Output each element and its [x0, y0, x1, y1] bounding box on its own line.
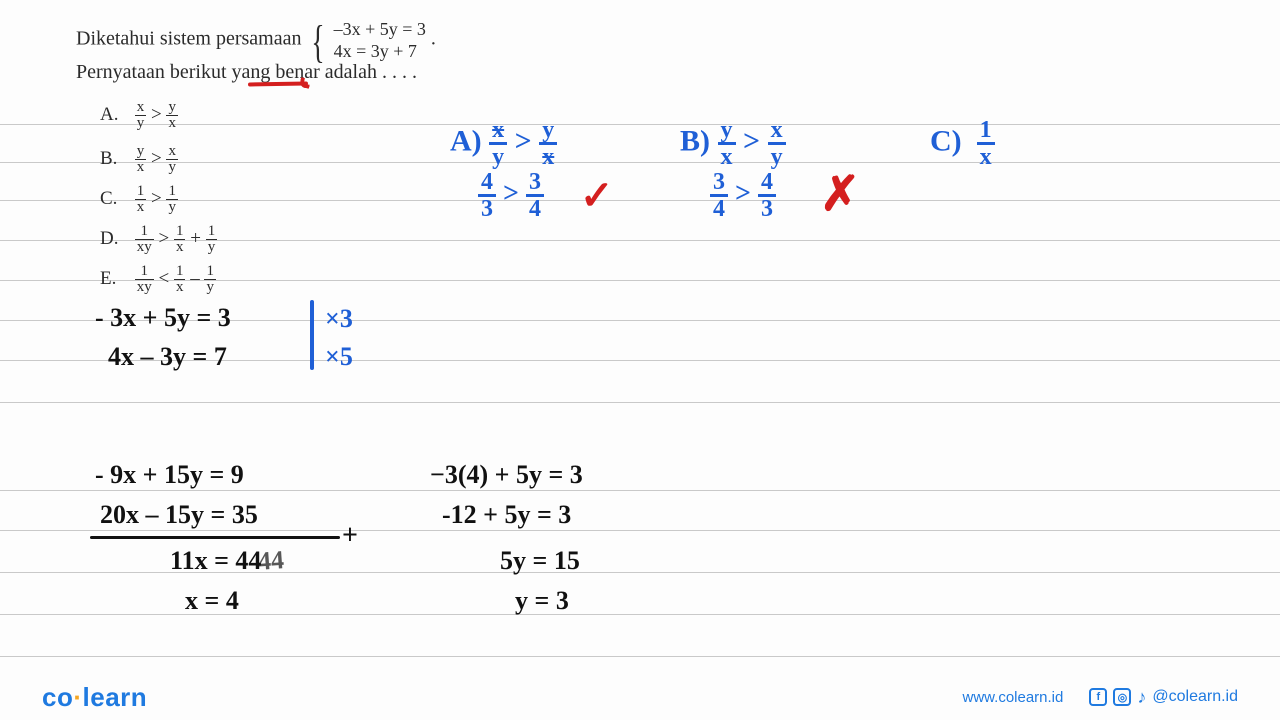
- problem-intro: Diketahui sistem persamaan { –3x + 5y = …: [76, 18, 436, 62]
- rule-line: [0, 402, 1280, 403]
- hw-sub1: −3(4) + 5y = 3: [430, 462, 583, 488]
- option-c: C. 1x > 1y: [100, 184, 178, 215]
- system-equations: –3x + 5y = 3 4x = 3y + 7: [334, 18, 426, 62]
- hw-sumx: 11x = 44: [170, 548, 261, 574]
- hw-solx: x = 4: [185, 588, 239, 614]
- option-e: E. 1xy < 1x – 1y: [100, 264, 216, 295]
- hw-check-c: C) 1x: [930, 118, 995, 169]
- hw-sys1: - 3x + 5y = 3: [95, 305, 231, 331]
- option-b: B. yx > xy: [100, 144, 178, 175]
- footer-social: f ◎ ♪ @colearn.id: [1089, 687, 1238, 708]
- rule-line: [0, 530, 1280, 531]
- hw-exp2: 20x – 15y = 35: [100, 502, 258, 528]
- intro-text: Diketahui sistem persamaan: [76, 28, 302, 50]
- tiktok-icon: ♪: [1137, 687, 1146, 708]
- facebook-icon: f: [1089, 688, 1107, 706]
- cross-icon: ✗: [820, 166, 860, 222]
- option-a: A. xy > yx: [100, 100, 178, 131]
- vertical-bar: [310, 300, 314, 370]
- check-icon: ✓: [580, 172, 614, 219]
- rule-line: [0, 490, 1280, 491]
- hw-sys2: 4x – 3y = 7: [108, 344, 227, 370]
- red-underline-hook: [299, 77, 311, 89]
- equation-1: –3x + 5y = 3: [334, 18, 426, 40]
- rule-line: [0, 200, 1280, 201]
- footer: co·learn www.colearn.id f ◎ ♪ @colearn.i…: [0, 680, 1280, 720]
- hw-exp1: - 9x + 15y = 9: [95, 462, 244, 488]
- worksheet-page: Diketahui sistem persamaan { –3x + 5y = …: [0, 0, 1280, 720]
- rule-line: [0, 162, 1280, 163]
- rule-line: [0, 656, 1280, 657]
- footer-right: www.colearn.id f ◎ ♪ @colearn.id: [962, 687, 1238, 708]
- footer-url: www.colearn.id: [962, 689, 1063, 706]
- plus-sign: +: [342, 520, 358, 552]
- logo-co: co: [42, 682, 73, 712]
- brace-icon: {: [311, 26, 324, 58]
- hw-check-a-eval: 43 > 34: [478, 170, 544, 221]
- rule-line: [0, 124, 1280, 125]
- instagram-icon: ◎: [1113, 688, 1131, 706]
- question-text: Pernyataan berikut yang benar adalah . .…: [76, 62, 417, 82]
- footer-handle: @colearn.id: [1152, 688, 1238, 706]
- colearn-logo: co·learn: [42, 682, 147, 713]
- hw-check-b: B) yx > xy: [680, 118, 786, 169]
- elimination-line: [90, 536, 340, 539]
- hw-sub2: -12 + 5y = 3: [442, 502, 571, 528]
- hw-mul2: ×5: [325, 344, 353, 370]
- logo-dot-icon: ·: [73, 682, 82, 712]
- hw-sub3: 5y = 15: [500, 548, 580, 574]
- option-d: D. 1xy > 1x + 1y: [100, 224, 217, 255]
- logo-learn: learn: [83, 682, 148, 712]
- period: .: [431, 28, 436, 50]
- hw-sub4: y = 3: [515, 588, 569, 614]
- hw-mul1: ×3: [325, 306, 353, 332]
- hw-check-a: A) xy > yx: [450, 118, 557, 169]
- hw-sumx-overwrite: 44: [257, 547, 285, 575]
- hw-check-b-eval: 34 > 43: [710, 170, 776, 221]
- equation-2: 4x = 3y + 7: [334, 40, 426, 62]
